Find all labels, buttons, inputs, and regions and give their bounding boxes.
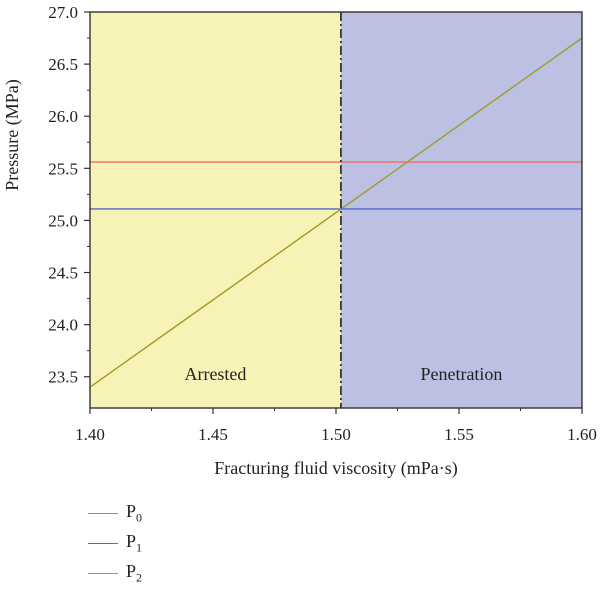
x-tick-label: 1.60	[567, 425, 597, 444]
legend-item-p0: P0	[88, 498, 142, 528]
y-axis-ticks: 23.5 24.0 24.5 25.0 25.5 26.0 26.5 27.0	[48, 3, 90, 387]
region-arrested	[90, 12, 341, 408]
y-tick-label: 24.0	[48, 316, 78, 335]
x-axis-ticks: 1.40 1.45 1.50 1.55 1.60	[75, 408, 597, 444]
y-tick-label: 23.5	[48, 368, 78, 387]
x-tick-label: 1.50	[321, 425, 351, 444]
legend-swatch	[88, 542, 118, 544]
region-label-arrested: Arrested	[184, 364, 246, 384]
region-labels: Arrested Penetration	[184, 364, 502, 384]
y-tick-label: 25.5	[48, 159, 78, 178]
y-tick-label: 25.0	[48, 211, 78, 230]
x-tick-label: 1.45	[198, 425, 228, 444]
legend-swatch	[88, 512, 118, 514]
y-axis-title: Pressure (MPa)	[2, 79, 23, 190]
x-tick-label: 1.40	[75, 425, 105, 444]
legend-label: P0	[126, 500, 143, 525]
y-tick-label: 27.0	[48, 3, 78, 22]
legend-label: P1	[126, 530, 143, 555]
legend: P0 P1 P2	[88, 498, 142, 588]
region-label-penetration: Penetration	[420, 364, 502, 384]
legend-item-p1: P1	[88, 528, 142, 558]
x-axis-title: Fracturing fluid viscosity (mPa·s)	[214, 458, 457, 479]
regions-group	[90, 12, 582, 408]
x-tick-label: 1.55	[444, 425, 474, 444]
y-tick-label: 24.5	[48, 264, 78, 283]
y-tick-label: 26.0	[48, 107, 78, 126]
series-line-p0	[89, 37, 583, 388]
series-group	[89, 37, 583, 388]
legend-item-p2: P2	[88, 558, 142, 588]
y-tick-label: 26.5	[48, 55, 78, 74]
legend-label: P2	[126, 560, 143, 585]
region-penetration	[340, 12, 582, 408]
legend-swatch	[88, 572, 118, 574]
